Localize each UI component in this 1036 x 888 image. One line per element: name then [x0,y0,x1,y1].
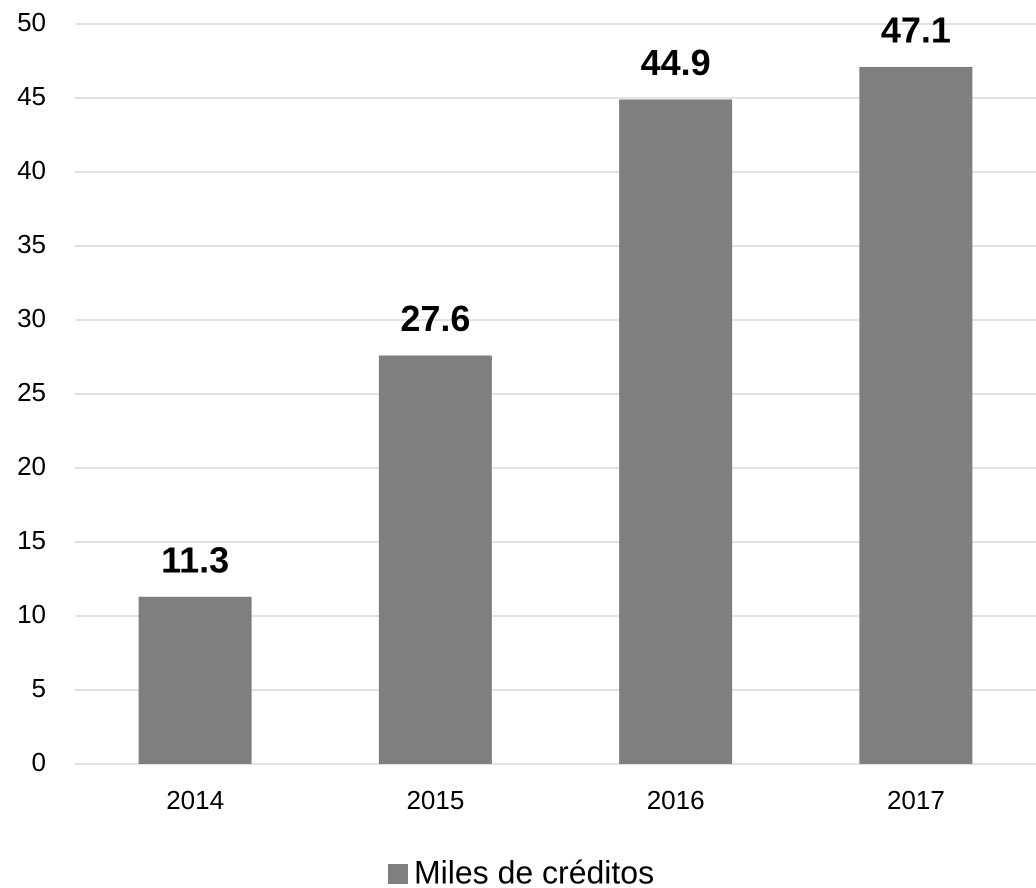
bar [378,355,492,764]
y-tick-label: 50 [17,7,46,37]
y-tick-label: 10 [17,599,46,629]
legend-label: Miles de créditos [414,854,654,888]
legend-swatch [388,864,408,884]
data-label: 47.1 [881,9,951,50]
y-tick-label: 40 [17,155,46,185]
y-tick-label: 15 [17,525,46,555]
y-tick-label: 20 [17,451,46,481]
x-tick-label: 2017 [887,785,945,815]
y-tick-label: 5 [32,673,46,703]
y-tick-label: 45 [17,81,46,111]
bar [619,99,733,765]
data-label: 44.9 [641,42,711,83]
x-tick-label: 2015 [406,785,464,815]
bar [138,596,252,764]
data-label: 11.3 [161,539,229,580]
data-label: 27.6 [400,298,470,339]
y-tick-label: 30 [17,303,46,333]
y-tick-label: 25 [17,377,46,407]
y-tick-label: 0 [32,747,46,777]
y-tick-label: 35 [17,229,46,259]
x-tick-label: 2016 [647,785,705,815]
x-tick-label: 2014 [166,785,224,815]
bar [859,66,973,765]
